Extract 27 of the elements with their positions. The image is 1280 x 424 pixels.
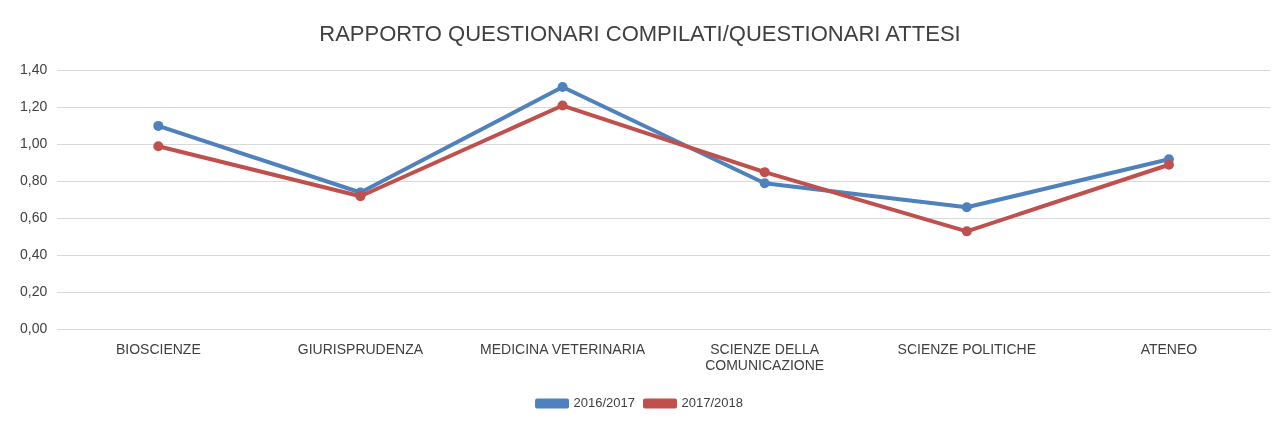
legend-label: 2016/2017 (573, 395, 635, 411)
point (557, 100, 568, 111)
point (153, 120, 164, 131)
y-tick-label: 1,20 (20, 98, 48, 115)
point (961, 202, 972, 213)
point (961, 226, 972, 237)
x-tick-label: SCIENZE POLITICHE (897, 340, 1037, 357)
x-tick-label: GIURISPRUDENZA (297, 340, 424, 357)
x-tick-label: BIOSCIENZE (115, 340, 201, 357)
y-tick-label: 0,60 (20, 209, 48, 226)
point (1163, 159, 1174, 170)
y-tick-label: 0,00 (20, 320, 48, 337)
y-tick-label: 0,80 (20, 172, 48, 189)
chart-title: RAPPORTO QUESTIONARI COMPILATI/QUESTIONARI ATTESI (319, 21, 961, 47)
point (759, 167, 770, 178)
y-tick-label: 1,00 (20, 135, 48, 152)
y-tick-label: 1,40 (20, 61, 48, 78)
legend-label: 2017/2018 (681, 395, 743, 411)
point (557, 82, 568, 93)
y-tick-label: 0,20 (20, 283, 48, 300)
x-tick-label: SCIENZE DELLA COMUNICAZIONE (705, 340, 825, 374)
y-tick-label: 0,40 (20, 246, 48, 263)
point (153, 141, 164, 152)
x-tick-label: ATENEO (1140, 340, 1198, 357)
point (759, 178, 770, 189)
x-tick-label: MEDICINA VETERINARIA (480, 340, 646, 357)
point (355, 191, 366, 202)
